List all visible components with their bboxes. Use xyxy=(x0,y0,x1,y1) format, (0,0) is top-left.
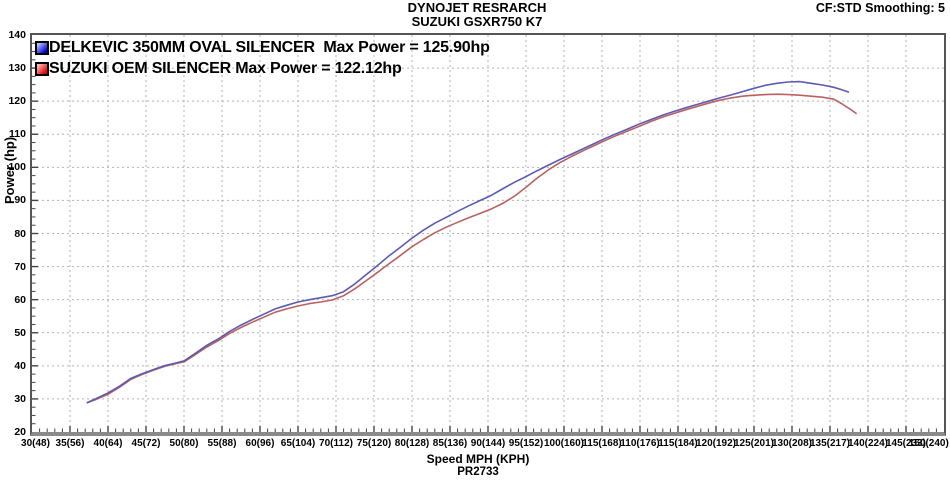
x-tick-label: 130(208) xyxy=(771,438,813,449)
x-tick-label: 95(152) xyxy=(508,438,544,449)
x-tick-label: 125(201) xyxy=(733,438,775,449)
y-tick-label: 120 xyxy=(8,95,26,108)
y-tick-label: 50 xyxy=(14,326,26,339)
x-tick-label: 110(176) xyxy=(620,438,660,449)
y-tick-label: 20 xyxy=(14,426,26,438)
x-tick-label: 135(217) xyxy=(809,438,851,449)
x-tick-label: 120(192) xyxy=(695,438,737,449)
chart-canvas xyxy=(32,35,944,432)
y-tick-label: 80 xyxy=(14,227,26,240)
x-axis-title: Speed MPH (KPH) xyxy=(426,452,530,466)
x-tick-label: 145(233) xyxy=(885,438,927,449)
x-tick-label: 80(128) xyxy=(394,438,430,449)
y-tick-label: 40 xyxy=(14,359,26,372)
x-tick-label: 35(56) xyxy=(55,438,85,449)
oem-series-swatch-icon xyxy=(35,61,49,76)
legend-label-delkevic: DELKEVIC 350MM OVAL SILENCER Max Power =… xyxy=(49,38,490,56)
x-tick-label: 140(224) xyxy=(847,438,889,449)
vehicle-title: SUZUKI GSXR750 K7 xyxy=(411,14,543,29)
curve-suzuki-oem-silencer xyxy=(86,93,858,404)
y-tick-label: 60 xyxy=(14,293,26,306)
x-tick-label: 45(72) xyxy=(131,438,161,449)
delkevic-series-swatch-icon xyxy=(35,40,49,55)
x-tick-label: 40(64) xyxy=(93,438,123,449)
x-tick-label: 75(120) xyxy=(356,438,392,449)
x-tick-label: 55(88) xyxy=(207,438,237,449)
y-tick-label: 100 xyxy=(8,161,26,174)
curve-delkevic-350mm-oval-silencer xyxy=(86,80,850,404)
y-tick-label: 90 xyxy=(14,194,26,207)
chart-header: DYNOJET RESRARCH SUZUKI GSXR750 K7 xyxy=(408,1,547,29)
x-tick-label: 150(240) xyxy=(908,438,949,449)
legend-item-delkevic: DELKEVIC 350MM OVAL SILENCER Max Power =… xyxy=(35,37,490,58)
x-tick-label: 30(48) xyxy=(21,438,50,449)
y-tick-label: 140 xyxy=(8,29,26,41)
y-tick-label: 110 xyxy=(9,128,26,141)
x-tick-label: 60(96) xyxy=(245,438,275,449)
run-id-label: PR2733 xyxy=(457,466,499,478)
legend-label-oem: SUZUKI OEM SILENCER Max Power = 122.12hp xyxy=(49,59,402,77)
x-tick-label: 50(80) xyxy=(169,438,199,449)
x-tick-label: 70(112) xyxy=(319,438,353,449)
legend-item-oem: SUZUKI OEM SILENCER Max Power = 122.12hp xyxy=(35,58,490,79)
y-tick-label: 70 xyxy=(14,260,26,273)
x-tick-label: 85(136) xyxy=(432,438,468,449)
y-tick-label: 30 xyxy=(14,392,26,405)
smoothing-label: CF:STD Smoothing: 5 xyxy=(815,1,945,15)
legend: DELKEVIC 350MM OVAL SILENCER Max Power =… xyxy=(35,37,490,79)
plot-area: DELKEVIC 350MM OVAL SILENCER Max Power =… xyxy=(30,33,946,436)
x-tick-label: 100(160) xyxy=(543,438,585,449)
x-tick-label: 115(184) xyxy=(658,438,698,449)
dyno-shop-title: DYNOJET RESRARCH xyxy=(407,0,547,15)
y-tick-label: 130 xyxy=(8,62,26,75)
x-tick-label: 115(168) xyxy=(582,438,622,449)
x-tick-label: 65(104) xyxy=(280,438,316,449)
x-tick-label: 90(144) xyxy=(470,438,506,449)
